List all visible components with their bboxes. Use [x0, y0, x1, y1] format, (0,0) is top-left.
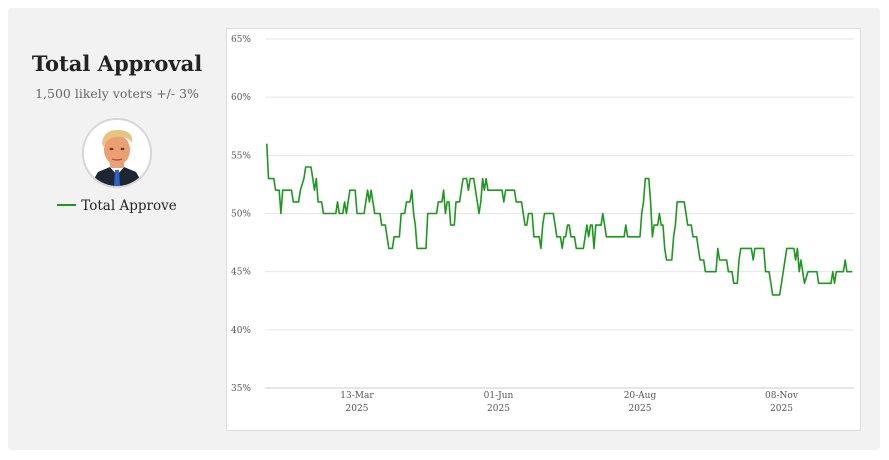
chart-legend: Total Approve — [8, 198, 226, 214]
x-axis: 13-Mar 2025 01-Jun 2025 20-Aug 2025 08-Nov 2025 — [340, 391, 799, 414]
x-tick-label: 13-Mar 2025 — [340, 391, 374, 414]
series-layer — [266, 143, 853, 296]
y-tick-label: 45% — [231, 268, 251, 278]
y-tick-label: 50% — [231, 210, 251, 220]
x-tick-label: 08-Nov 2025 — [765, 391, 799, 414]
chart-subtitle: 1,500 likely voters +/- 3% — [35, 86, 199, 101]
legend-swatch — [57, 203, 77, 206]
plot-area: 35% 40% 45% 50% 55% 60% 65% 13-Mar 2025 01-Jun 20… — [226, 28, 861, 431]
legend-label: Total Approve — [81, 198, 177, 214]
chart-card: Total Approval 1,500 likely voters +/- 3… — [8, 8, 880, 450]
person-avatar-icon — [82, 118, 152, 188]
y-tick-label: 35% — [231, 384, 251, 394]
x-tick-label: 20-Aug 2025 — [624, 391, 657, 414]
line-chart: 35% 40% 45% 50% 55% 60% 65% 13-Mar 2025 01-Jun 20… — [231, 35, 854, 414]
y-tick-label: 40% — [231, 326, 251, 336]
y-axis: 35% 40% 45% 50% 55% 60% 65% — [231, 35, 251, 394]
avatar-portrait-icon — [84, 120, 150, 186]
y-tick-label: 60% — [231, 93, 251, 103]
y-tick-label: 55% — [231, 151, 251, 161]
grid-layer — [265, 38, 854, 389]
y-tick-label: 65% — [231, 35, 251, 45]
chart-title: Total Approval — [31, 51, 203, 76]
series-line-total-approve — [266, 143, 853, 296]
summary-panel: Total Approval 1,500 likely voters +/- 3… — [8, 8, 226, 450]
x-tick-label: 01-Jun 2025 — [484, 391, 514, 414]
